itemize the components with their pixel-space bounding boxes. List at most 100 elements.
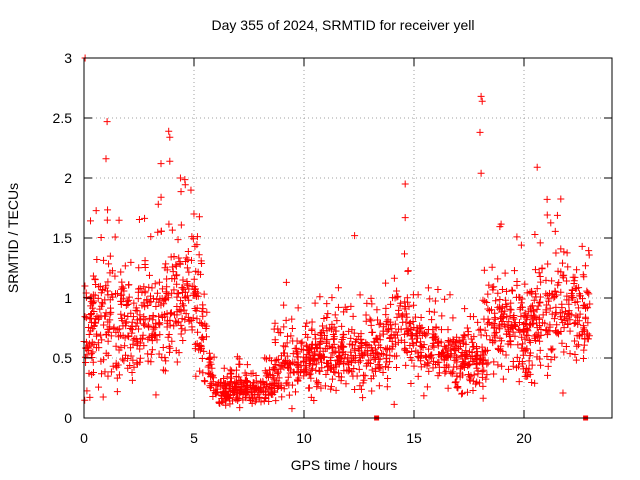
- data-point: [428, 354, 436, 362]
- data-point: [524, 372, 532, 380]
- grid-lines: [84, 58, 612, 418]
- x-tick-label: 0: [80, 430, 88, 446]
- data-point: [555, 279, 563, 287]
- data-point: [159, 343, 167, 351]
- data-point: [136, 358, 144, 366]
- data-point: [168, 337, 176, 345]
- data-point: [287, 360, 295, 368]
- data-point: [217, 383, 225, 391]
- data-point: [257, 384, 265, 392]
- data-point: [494, 303, 502, 311]
- data-point: [340, 343, 348, 351]
- data-point: [103, 216, 111, 224]
- data-point: [334, 303, 342, 311]
- data-point: [356, 291, 364, 299]
- data-point: [177, 221, 185, 229]
- data-point: [227, 369, 235, 377]
- data-point: [430, 357, 438, 365]
- data-point: [517, 303, 525, 311]
- data-point: [462, 347, 470, 355]
- data-point: [137, 335, 145, 343]
- data-point: [474, 351, 482, 359]
- data-point: [311, 299, 319, 307]
- data-point: [357, 350, 365, 358]
- data-point: [179, 276, 187, 284]
- data-point: [481, 326, 489, 334]
- data-point: [115, 216, 123, 224]
- data-point: [133, 307, 141, 315]
- data-point: [403, 294, 411, 302]
- data-point: [536, 298, 544, 306]
- data-point: [585, 251, 593, 259]
- data-point: [143, 297, 151, 305]
- data-point: [497, 304, 505, 312]
- data-point: [552, 249, 560, 257]
- data-point: [293, 368, 301, 376]
- data-point: [483, 332, 491, 340]
- data-point: [97, 289, 105, 297]
- data-point: [434, 359, 442, 367]
- data-point: [272, 397, 280, 405]
- data-point: [163, 290, 171, 298]
- data-point: [455, 345, 463, 353]
- data-point: [112, 290, 120, 298]
- data-point: [162, 295, 170, 303]
- data-point: [512, 323, 520, 331]
- data-point: [170, 322, 178, 330]
- data-point: [379, 327, 387, 335]
- data-point: [518, 295, 526, 303]
- data-point: [347, 302, 355, 310]
- data-point: [528, 288, 536, 296]
- data-point: [280, 301, 288, 309]
- data-point-outlier: [157, 160, 165, 168]
- data-point: [326, 324, 334, 332]
- data-point: [515, 318, 523, 326]
- data-point: [191, 242, 199, 250]
- data-point: [376, 319, 384, 327]
- data-point: [417, 324, 425, 332]
- data-point: [231, 380, 239, 388]
- data-point: [140, 321, 148, 329]
- data-point: [446, 337, 454, 345]
- data-point: [513, 281, 521, 289]
- data-point: [490, 321, 498, 329]
- data-point: [560, 348, 568, 356]
- data-point: [537, 278, 545, 286]
- data-point: [89, 348, 97, 356]
- data-point: [507, 299, 515, 307]
- data-point: [130, 363, 138, 371]
- data-point: [104, 372, 112, 380]
- data-point: [348, 341, 356, 349]
- data-point: [563, 277, 571, 285]
- data-point: [425, 307, 433, 315]
- data-point: [363, 360, 371, 368]
- data-point: [579, 322, 587, 330]
- data-point: [563, 314, 571, 322]
- data-point: [438, 312, 446, 320]
- data-point: [536, 337, 544, 345]
- data-point: [535, 315, 543, 323]
- data-point: [194, 289, 202, 297]
- data-point: [112, 328, 120, 336]
- data-point: [161, 313, 169, 321]
- data-point: [494, 289, 502, 297]
- data-point-outlier: [477, 92, 485, 100]
- data-point: [125, 281, 133, 289]
- data-point: [355, 332, 363, 340]
- data-point: [141, 316, 149, 324]
- data-point: [119, 284, 127, 292]
- data-point: [475, 326, 483, 334]
- data-point: [374, 351, 382, 359]
- data-point: [205, 355, 213, 363]
- data-point: [557, 195, 565, 203]
- data-point: [291, 358, 299, 366]
- data-point: [542, 308, 550, 316]
- data-point: [115, 325, 123, 333]
- data-point: [544, 362, 552, 370]
- data-point: [363, 340, 371, 348]
- data-point: [543, 301, 551, 309]
- data-point: [339, 333, 347, 341]
- data-point: [584, 288, 592, 296]
- data-point: [579, 271, 587, 279]
- data-point: [376, 332, 384, 340]
